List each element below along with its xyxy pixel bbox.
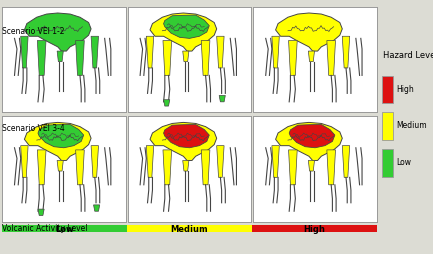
Polygon shape xyxy=(37,150,46,185)
FancyBboxPatch shape xyxy=(382,113,394,140)
Polygon shape xyxy=(183,161,189,171)
Polygon shape xyxy=(57,161,63,171)
Polygon shape xyxy=(183,52,189,62)
Polygon shape xyxy=(21,146,28,178)
FancyBboxPatch shape xyxy=(382,76,394,104)
Polygon shape xyxy=(24,14,91,52)
Polygon shape xyxy=(37,41,46,76)
Text: Low: Low xyxy=(55,225,74,233)
Text: Scenario VEI 3-4: Scenario VEI 3-4 xyxy=(2,123,65,132)
Polygon shape xyxy=(327,41,336,76)
Polygon shape xyxy=(91,146,98,178)
Text: Medium: Medium xyxy=(396,121,427,130)
Polygon shape xyxy=(38,209,44,216)
Bar xyxy=(127,226,252,232)
Polygon shape xyxy=(163,150,171,185)
Polygon shape xyxy=(308,52,314,62)
Polygon shape xyxy=(327,150,336,185)
Polygon shape xyxy=(146,37,154,69)
Text: Low: Low xyxy=(396,157,411,166)
Polygon shape xyxy=(342,37,350,69)
Polygon shape xyxy=(342,146,350,178)
Polygon shape xyxy=(201,41,210,76)
Polygon shape xyxy=(91,37,98,69)
Polygon shape xyxy=(275,123,342,161)
Polygon shape xyxy=(164,16,209,39)
Polygon shape xyxy=(216,37,224,69)
Polygon shape xyxy=(163,41,171,76)
Polygon shape xyxy=(150,123,216,161)
Polygon shape xyxy=(76,41,84,76)
Polygon shape xyxy=(275,14,342,52)
Polygon shape xyxy=(308,161,314,171)
Polygon shape xyxy=(272,146,279,178)
Bar xyxy=(252,226,377,232)
Bar xyxy=(2,226,127,232)
Polygon shape xyxy=(76,150,84,185)
Text: Volcanic Activity Level: Volcanic Activity Level xyxy=(2,224,87,232)
Polygon shape xyxy=(289,125,335,148)
Polygon shape xyxy=(201,150,210,185)
Polygon shape xyxy=(216,146,224,178)
Polygon shape xyxy=(288,150,297,185)
Polygon shape xyxy=(164,125,209,148)
Polygon shape xyxy=(146,146,154,178)
Text: High: High xyxy=(304,225,325,233)
Polygon shape xyxy=(57,52,63,62)
FancyBboxPatch shape xyxy=(382,149,394,177)
Text: Medium: Medium xyxy=(171,225,208,233)
Polygon shape xyxy=(288,41,297,76)
Polygon shape xyxy=(272,37,279,69)
Polygon shape xyxy=(219,96,225,102)
Polygon shape xyxy=(21,37,28,69)
Text: High: High xyxy=(396,85,414,93)
Text: Hazard Level: Hazard Level xyxy=(383,51,433,59)
Text: Scenario VEI 1-2: Scenario VEI 1-2 xyxy=(2,27,65,36)
Polygon shape xyxy=(38,125,84,148)
Polygon shape xyxy=(24,123,91,161)
Polygon shape xyxy=(164,100,170,107)
Polygon shape xyxy=(150,14,216,52)
Polygon shape xyxy=(94,205,100,211)
